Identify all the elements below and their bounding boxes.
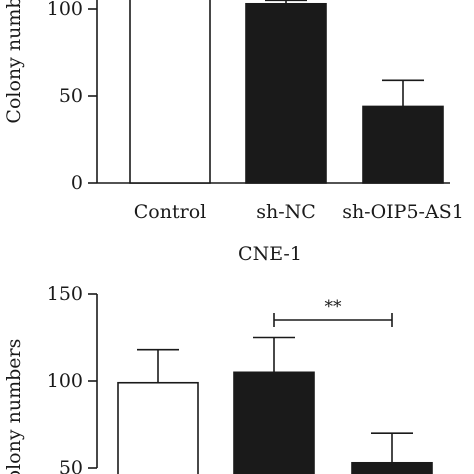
y-tick-label: 0	[71, 172, 83, 194]
significance-label: **	[325, 297, 343, 317]
y-axis-title: Colony numb	[3, 0, 25, 124]
x-category-label: sh-OIP5-AS1	[342, 201, 464, 223]
bar-control	[129, 0, 211, 184]
bar-sh-nc	[233, 371, 315, 474]
y-tick-label: 150	[47, 283, 83, 305]
x-category-label: Control	[134, 201, 206, 223]
bar-sh-nc	[245, 2, 327, 184]
bar-sh-oip5-as1	[351, 461, 433, 474]
bar-control	[117, 381, 199, 474]
x-category-label: sh-NC	[256, 201, 316, 223]
y-axis-title: olony numbers	[3, 339, 25, 474]
bar-sh-oip5-as1	[362, 105, 444, 184]
chart-panel-bottom: 50 100 150 olony numbers CNE-1 **	[3, 243, 433, 474]
y-tick-label: 50	[59, 85, 83, 107]
y-tick-label: 100	[47, 0, 83, 20]
chart-panel-top: 0 50 100 Control sh-NC sh-OIP5-AS1 Colony numb	[3, 0, 464, 223]
panel-title: CNE-1	[238, 243, 302, 265]
y-tick-label: 50	[59, 457, 83, 474]
y-tick-label: 100	[47, 370, 83, 392]
